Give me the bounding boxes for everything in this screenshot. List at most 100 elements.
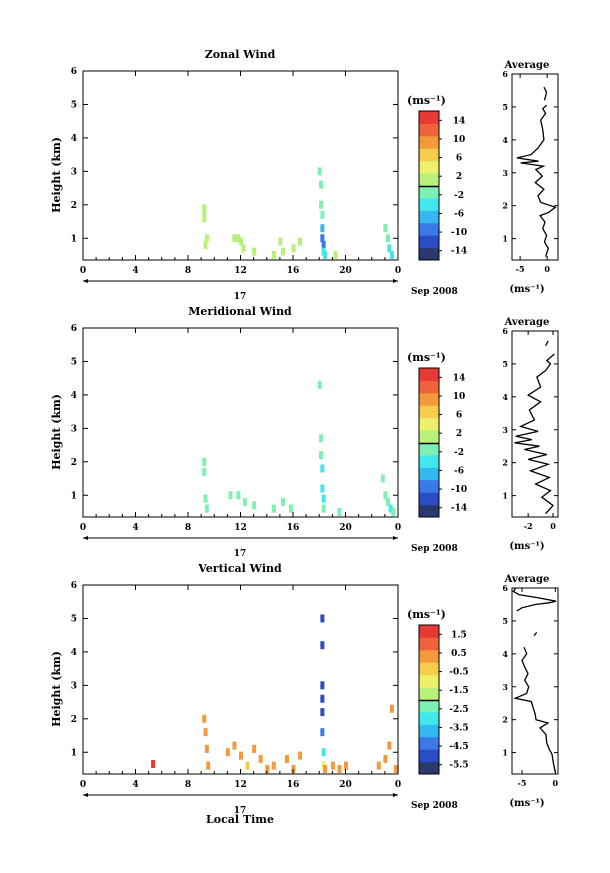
heatmap-cell [284, 754, 289, 763]
average-profile-line [545, 340, 549, 347]
y-tick-label: 5 [71, 357, 77, 367]
colorbar-segment [419, 649, 439, 663]
colorbar-segment [419, 197, 439, 211]
y-tick-label: 1 [71, 748, 77, 758]
heatmap-cell [321, 748, 326, 757]
heatmap-cell [333, 250, 338, 259]
average-frame [511, 73, 559, 261]
x-tick-label: 0 [80, 266, 86, 276]
average-profile-line [543, 86, 548, 101]
heatmap-cell [239, 751, 243, 760]
average-y-tick-label: 6 [502, 69, 508, 79]
average-y-tick-label: 2 [502, 458, 508, 468]
heatmap-cell [245, 761, 250, 770]
average-y-tick-label: 1 [502, 234, 508, 244]
y-tick-label: 4 [71, 648, 77, 658]
x-tick-label: 8 [185, 780, 191, 790]
y-tick-label: 2 [71, 201, 77, 211]
heatmap-cell [319, 434, 324, 443]
average-y-tick-label: 5 [502, 359, 508, 369]
plot-frame [82, 70, 399, 261]
heatmap-cell [271, 250, 276, 259]
colorbar-segment [419, 417, 439, 431]
heatmap-cell [321, 240, 326, 249]
y-tick-label: 3 [71, 681, 77, 691]
x-tick-label: 16 [287, 780, 300, 790]
panel-zonal-wind: Zonal Wind Height (km) (ms⁻¹) Average (m… [50, 48, 559, 302]
heatmap-cell [323, 764, 327, 773]
x-axis-label: Local Time [206, 813, 274, 826]
colorbar-tick-label: -3.5 [449, 723, 468, 733]
x-tick-label: 0 [395, 266, 401, 276]
average-profile-line [514, 353, 555, 515]
heatmap-cell [330, 761, 335, 770]
heatmap-cell [388, 504, 393, 513]
colorbar-segment [419, 135, 439, 149]
colorbar-tick-label: 6 [456, 411, 462, 421]
date-label: Sep 2008 [411, 801, 458, 811]
colorbar-segment [419, 368, 439, 381]
plot-frame [82, 584, 399, 775]
colorbar-segment [419, 662, 439, 676]
heatmap-cell [320, 614, 325, 623]
colorbar-tick-label: -0.5 [449, 668, 468, 678]
average-y-tick-label: 1 [502, 748, 508, 758]
y-tick-label: 2 [71, 715, 77, 725]
x-tick-label: 0 [80, 523, 86, 533]
average-title: Average [504, 574, 550, 585]
colorbar-segment [419, 247, 439, 261]
colorbar-tick-label: -10 [451, 485, 467, 495]
heatmap-cell [202, 714, 207, 723]
plot-frame [82, 327, 399, 518]
average-frame [511, 330, 559, 518]
y-tick-label: 6 [71, 581, 77, 591]
heatmap-cell [320, 234, 325, 243]
y-tick-label: 5 [71, 100, 77, 110]
colorbar-tick-label: -1.5 [449, 686, 468, 696]
average-profile-line [533, 631, 538, 637]
colorbar-unit-label: (ms⁻¹) [407, 351, 446, 364]
date-label: Sep 2008 [411, 544, 458, 554]
average-y-tick-label: 2 [502, 715, 508, 725]
heatmap-cell [252, 744, 257, 753]
heatmap-cell [383, 491, 388, 500]
heatmap-cell [151, 759, 156, 768]
average-title: Average [504, 317, 550, 328]
colorbar-segment [419, 380, 439, 394]
colorbar-frame [418, 367, 440, 518]
heatmap-cell [320, 224, 325, 233]
average-x-tick-label: 0 [544, 264, 550, 274]
heatmap-cell [281, 497, 285, 506]
y-tick-label: 1 [71, 234, 77, 244]
average-y-tick-label: 3 [502, 682, 508, 692]
y-tick-label: 4 [71, 134, 77, 144]
heatmap-cell [271, 504, 276, 513]
day-label: 17 [234, 549, 247, 559]
day-label: 17 [234, 292, 247, 302]
heatmap-cell [337, 507, 342, 516]
average-unit-label: (ms⁻¹) [509, 541, 544, 552]
heatmap-cell [298, 751, 303, 760]
heatmap-cell [202, 467, 207, 476]
colorbar-segment [419, 724, 439, 738]
y-tick-label: 4 [71, 391, 77, 401]
colorbar-segment [419, 392, 439, 406]
y-tick-label: 1 [71, 491, 77, 501]
colorbar-segment [419, 173, 439, 186]
heatmap-cell [383, 754, 388, 763]
average-y-tick-label: 5 [502, 102, 508, 112]
x-tick-label: 16 [287, 266, 300, 276]
x-tick-label: 20 [339, 266, 352, 276]
heatmap-cell [241, 244, 246, 253]
average-x-tick-label: -5 [516, 264, 525, 274]
heatmap-cell [319, 200, 324, 209]
heatmap-cell [393, 764, 398, 773]
colorbar-segment [419, 160, 439, 174]
colorbar-unit-label: (ms⁻¹) [407, 608, 446, 621]
colorbar-segment [419, 479, 439, 493]
x-tick-label: 12 [234, 266, 247, 276]
colorbar-tick-label: 1.5 [451, 630, 467, 640]
heatmap-cell [380, 474, 385, 483]
y-axis-label: Height (km) [50, 137, 63, 213]
heatmap-cell [203, 728, 208, 737]
